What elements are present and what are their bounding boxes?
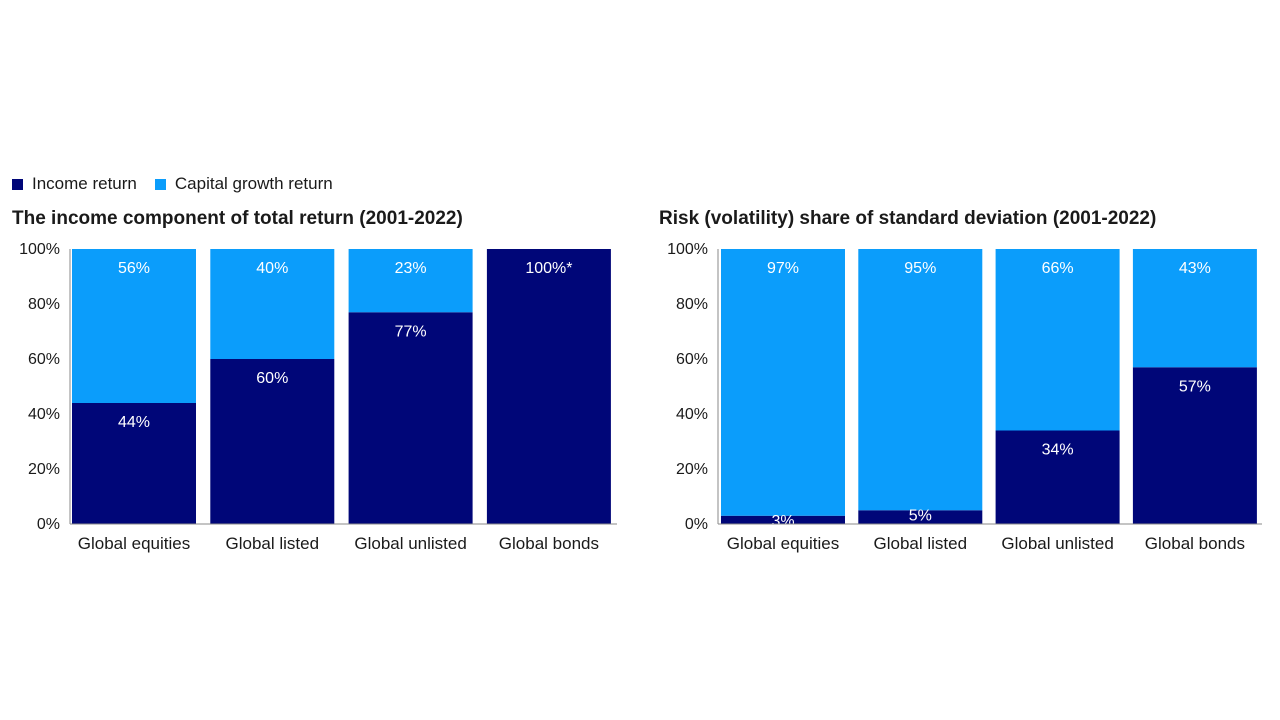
- risk-ytick-label: 60%: [676, 351, 708, 368]
- risk-ytick-label: 100%: [667, 241, 708, 258]
- income-ytick-label: 80%: [28, 296, 60, 313]
- income-ytick-label: 60%: [28, 351, 60, 368]
- risk-category-label: Global listed: [874, 534, 968, 553]
- legend-swatch-capital: [154, 178, 166, 190]
- income-ytick-label: 100%: [19, 241, 60, 258]
- income-data-label-income: 60%: [256, 370, 288, 387]
- risk-category-label: Global unlisted: [1001, 534, 1113, 553]
- income-ytick-label: 40%: [28, 406, 60, 423]
- risk-bar-income: [858, 510, 983, 524]
- income-category-label: Global unlisted: [354, 534, 466, 553]
- income-data-label-capital: 56%: [118, 260, 150, 277]
- legend-label-capital: Capital growth return: [174, 174, 333, 193]
- income-bar-income: [210, 359, 335, 524]
- legend-item-income: Income return: [12, 174, 137, 194]
- risk-data-label-capital: 66%: [1042, 260, 1074, 277]
- income-category-label: Global listed: [226, 534, 320, 553]
- income-data-label-income: 44%: [118, 414, 150, 431]
- income-category-label: Global bonds: [499, 534, 599, 553]
- legend-item-capital: Capital growth return: [154, 174, 333, 194]
- risk-bar-capital: [995, 249, 1120, 431]
- risk-bar-income: [721, 515, 845, 524]
- legend-swatch-income: [12, 178, 23, 190]
- risk-category-label: Global bonds: [1145, 534, 1245, 553]
- income-bar-capital: [348, 249, 473, 313]
- risk-data-label-income: 34%: [1042, 442, 1074, 459]
- legend-label-income: Income return: [32, 174, 137, 193]
- income-data-label-income: 77%: [395, 323, 427, 340]
- risk-data-label-capital: 97%: [767, 260, 799, 277]
- risk-data-label-income: 5%: [909, 507, 932, 524]
- income-data-label-capital: 40%: [256, 260, 288, 277]
- income-data-label-income: 100%*: [525, 260, 572, 277]
- income-bar-capital: [210, 249, 335, 359]
- income-bar-income: [72, 403, 196, 524]
- risk-category-label: Global equities: [727, 534, 839, 553]
- risk-bar-capital: [1132, 249, 1257, 368]
- risk-bar-capital: [858, 249, 983, 511]
- risk-bar-capital: [721, 249, 845, 516]
- income-bar-income: [486, 249, 611, 524]
- risk-ytick-label: 20%: [676, 461, 708, 478]
- risk-data-label-capital: 95%: [904, 260, 936, 277]
- risk-bar-income: [995, 430, 1120, 524]
- risk-ytick-label: 80%: [676, 296, 708, 313]
- chart-title-income: The income component of total return (20…: [12, 208, 463, 229]
- income-ytick-label: 0%: [37, 516, 60, 533]
- risk-data-label-capital: 43%: [1179, 260, 1211, 277]
- chart-legend: Income return Capital growth return: [12, 174, 333, 194]
- income-category-label: Global equities: [78, 534, 190, 553]
- risk-data-label-income: 57%: [1179, 378, 1211, 395]
- chart-title-risk: Risk (volatility) share of standard devi…: [659, 208, 1157, 229]
- risk-ytick-label: 0%: [685, 516, 708, 533]
- income-ytick-label: 20%: [28, 461, 60, 478]
- income-bar-income: [348, 312, 473, 524]
- risk-ytick-label: 40%: [676, 406, 708, 423]
- risk-data-label-income: 3%: [771, 513, 794, 530]
- income-bar-capital: [72, 249, 196, 403]
- income-data-label-capital: 23%: [395, 260, 427, 277]
- risk-bar-income: [1132, 367, 1257, 524]
